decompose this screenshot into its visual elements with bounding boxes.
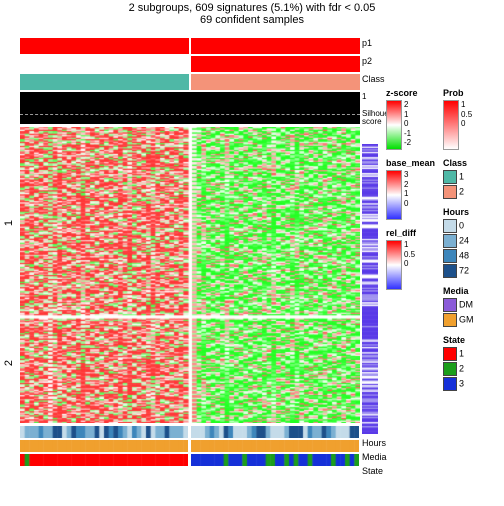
- track-class: [20, 74, 360, 90]
- legend-prob: Prob 10.50: [443, 88, 474, 150]
- label-p2: p2: [362, 56, 372, 66]
- legend-zscore: z-score 210-1-2: [386, 88, 435, 150]
- label-media: Media: [362, 452, 387, 462]
- legend-hours: Hours0244872: [443, 207, 474, 278]
- track-p1: [20, 38, 360, 54]
- heatmap: 1 2: [20, 127, 360, 423]
- sil-tick-1: 1: [362, 92, 366, 101]
- heatmap-panel: p1 p2 Class 1 Silhouette score 1 2 Hours…: [20, 38, 360, 468]
- chart-subtitle: 69 confident samples: [0, 14, 504, 26]
- label-hours: Hours: [362, 438, 386, 448]
- legend-reldiff: rel_diff 10.50: [386, 228, 435, 290]
- bottom-annotations: Hours Media State: [20, 426, 360, 466]
- row-group-1: 1: [3, 220, 15, 226]
- label-class: Class: [362, 74, 385, 84]
- row-group-2: 2: [3, 360, 15, 366]
- legend-panel: z-score 210-1-2 base_mean 3210 rel_diff …: [386, 88, 502, 399]
- silhouette-band: [20, 92, 360, 124]
- legend-media: MediaDMGM: [443, 286, 474, 327]
- track-p2: [20, 56, 360, 72]
- side-annotation: [362, 144, 378, 434]
- chart-title: 2 subgroups, 609 signatures (5.1%) with …: [0, 2, 504, 14]
- label-state: State: [362, 466, 383, 476]
- label-p1: p1: [362, 38, 372, 48]
- legend-class: Class12: [443, 158, 474, 199]
- legend-state: State123: [443, 335, 474, 391]
- legend-basemean: base_mean 3210: [386, 158, 435, 220]
